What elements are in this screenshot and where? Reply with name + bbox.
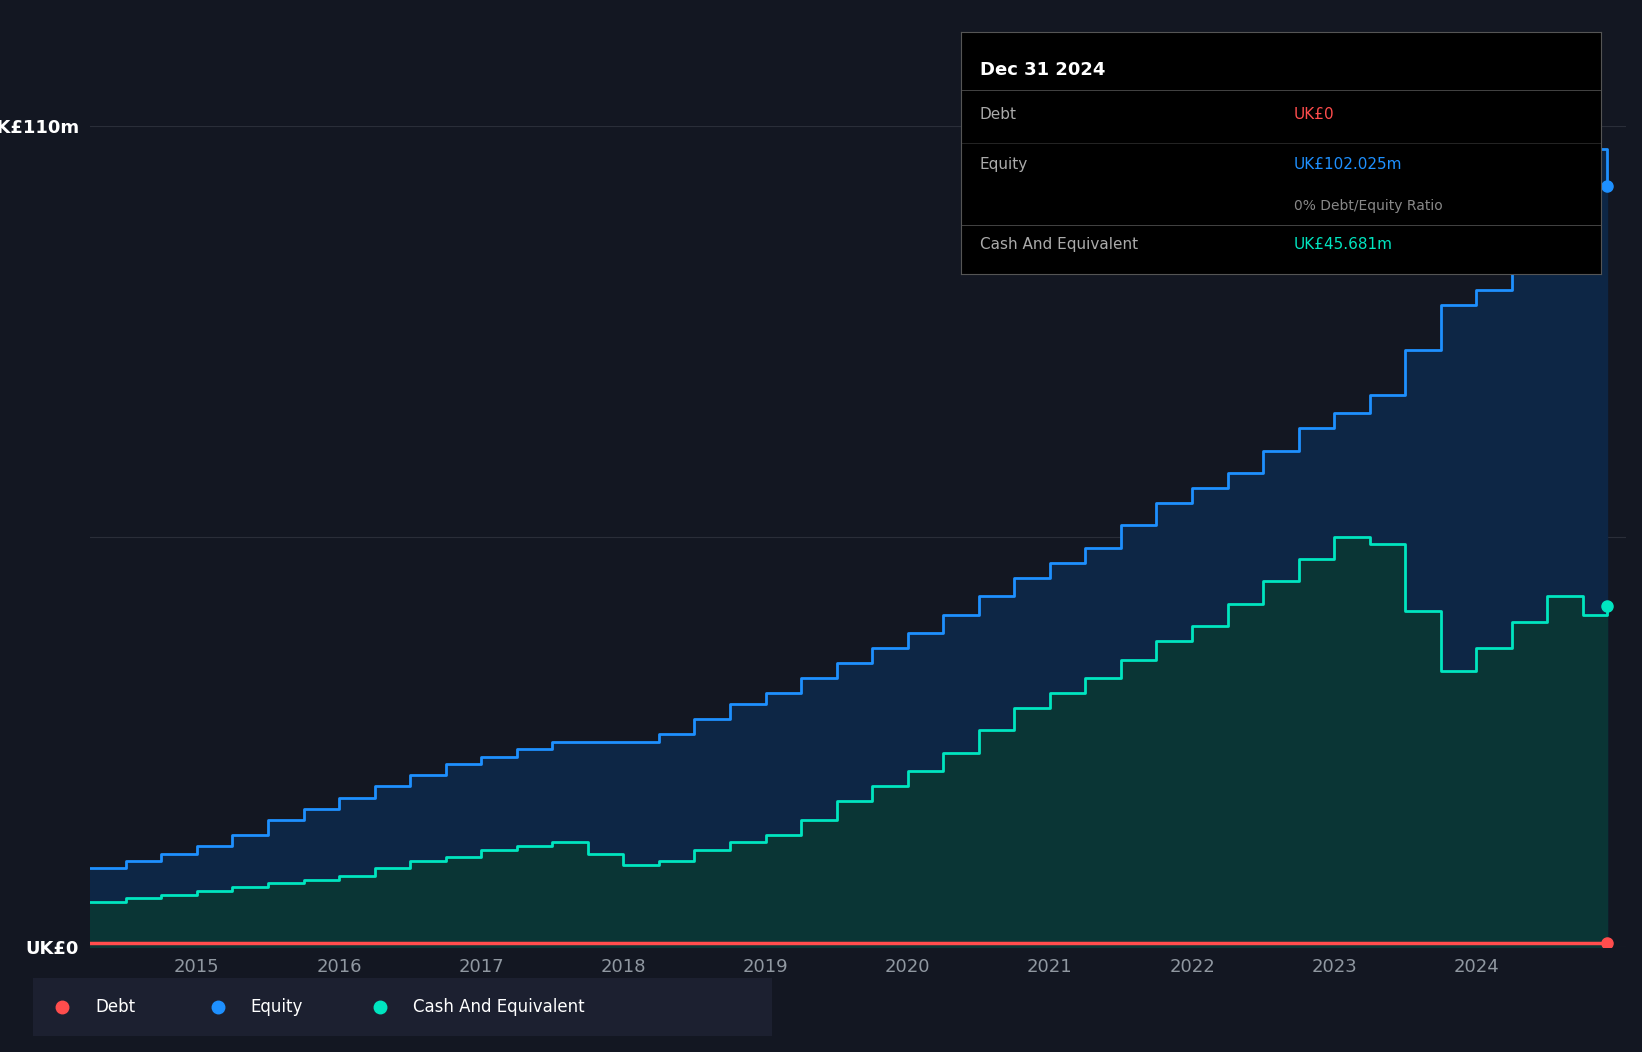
Text: Cash And Equivalent: Cash And Equivalent bbox=[980, 238, 1138, 252]
Text: Dec 31 2024: Dec 31 2024 bbox=[980, 61, 1105, 79]
Text: Debt: Debt bbox=[95, 998, 136, 1016]
Text: UK£0: UK£0 bbox=[1294, 106, 1335, 122]
Text: Equity: Equity bbox=[980, 158, 1028, 173]
Text: UK£102.025m: UK£102.025m bbox=[1294, 158, 1402, 173]
Text: Equity: Equity bbox=[251, 998, 304, 1016]
Text: UK£45.681m: UK£45.681m bbox=[1294, 238, 1392, 252]
Text: Cash And Equivalent: Cash And Equivalent bbox=[414, 998, 585, 1016]
Text: 0% Debt/Equity Ratio: 0% Debt/Equity Ratio bbox=[1294, 199, 1442, 213]
Text: Debt: Debt bbox=[980, 106, 1016, 122]
